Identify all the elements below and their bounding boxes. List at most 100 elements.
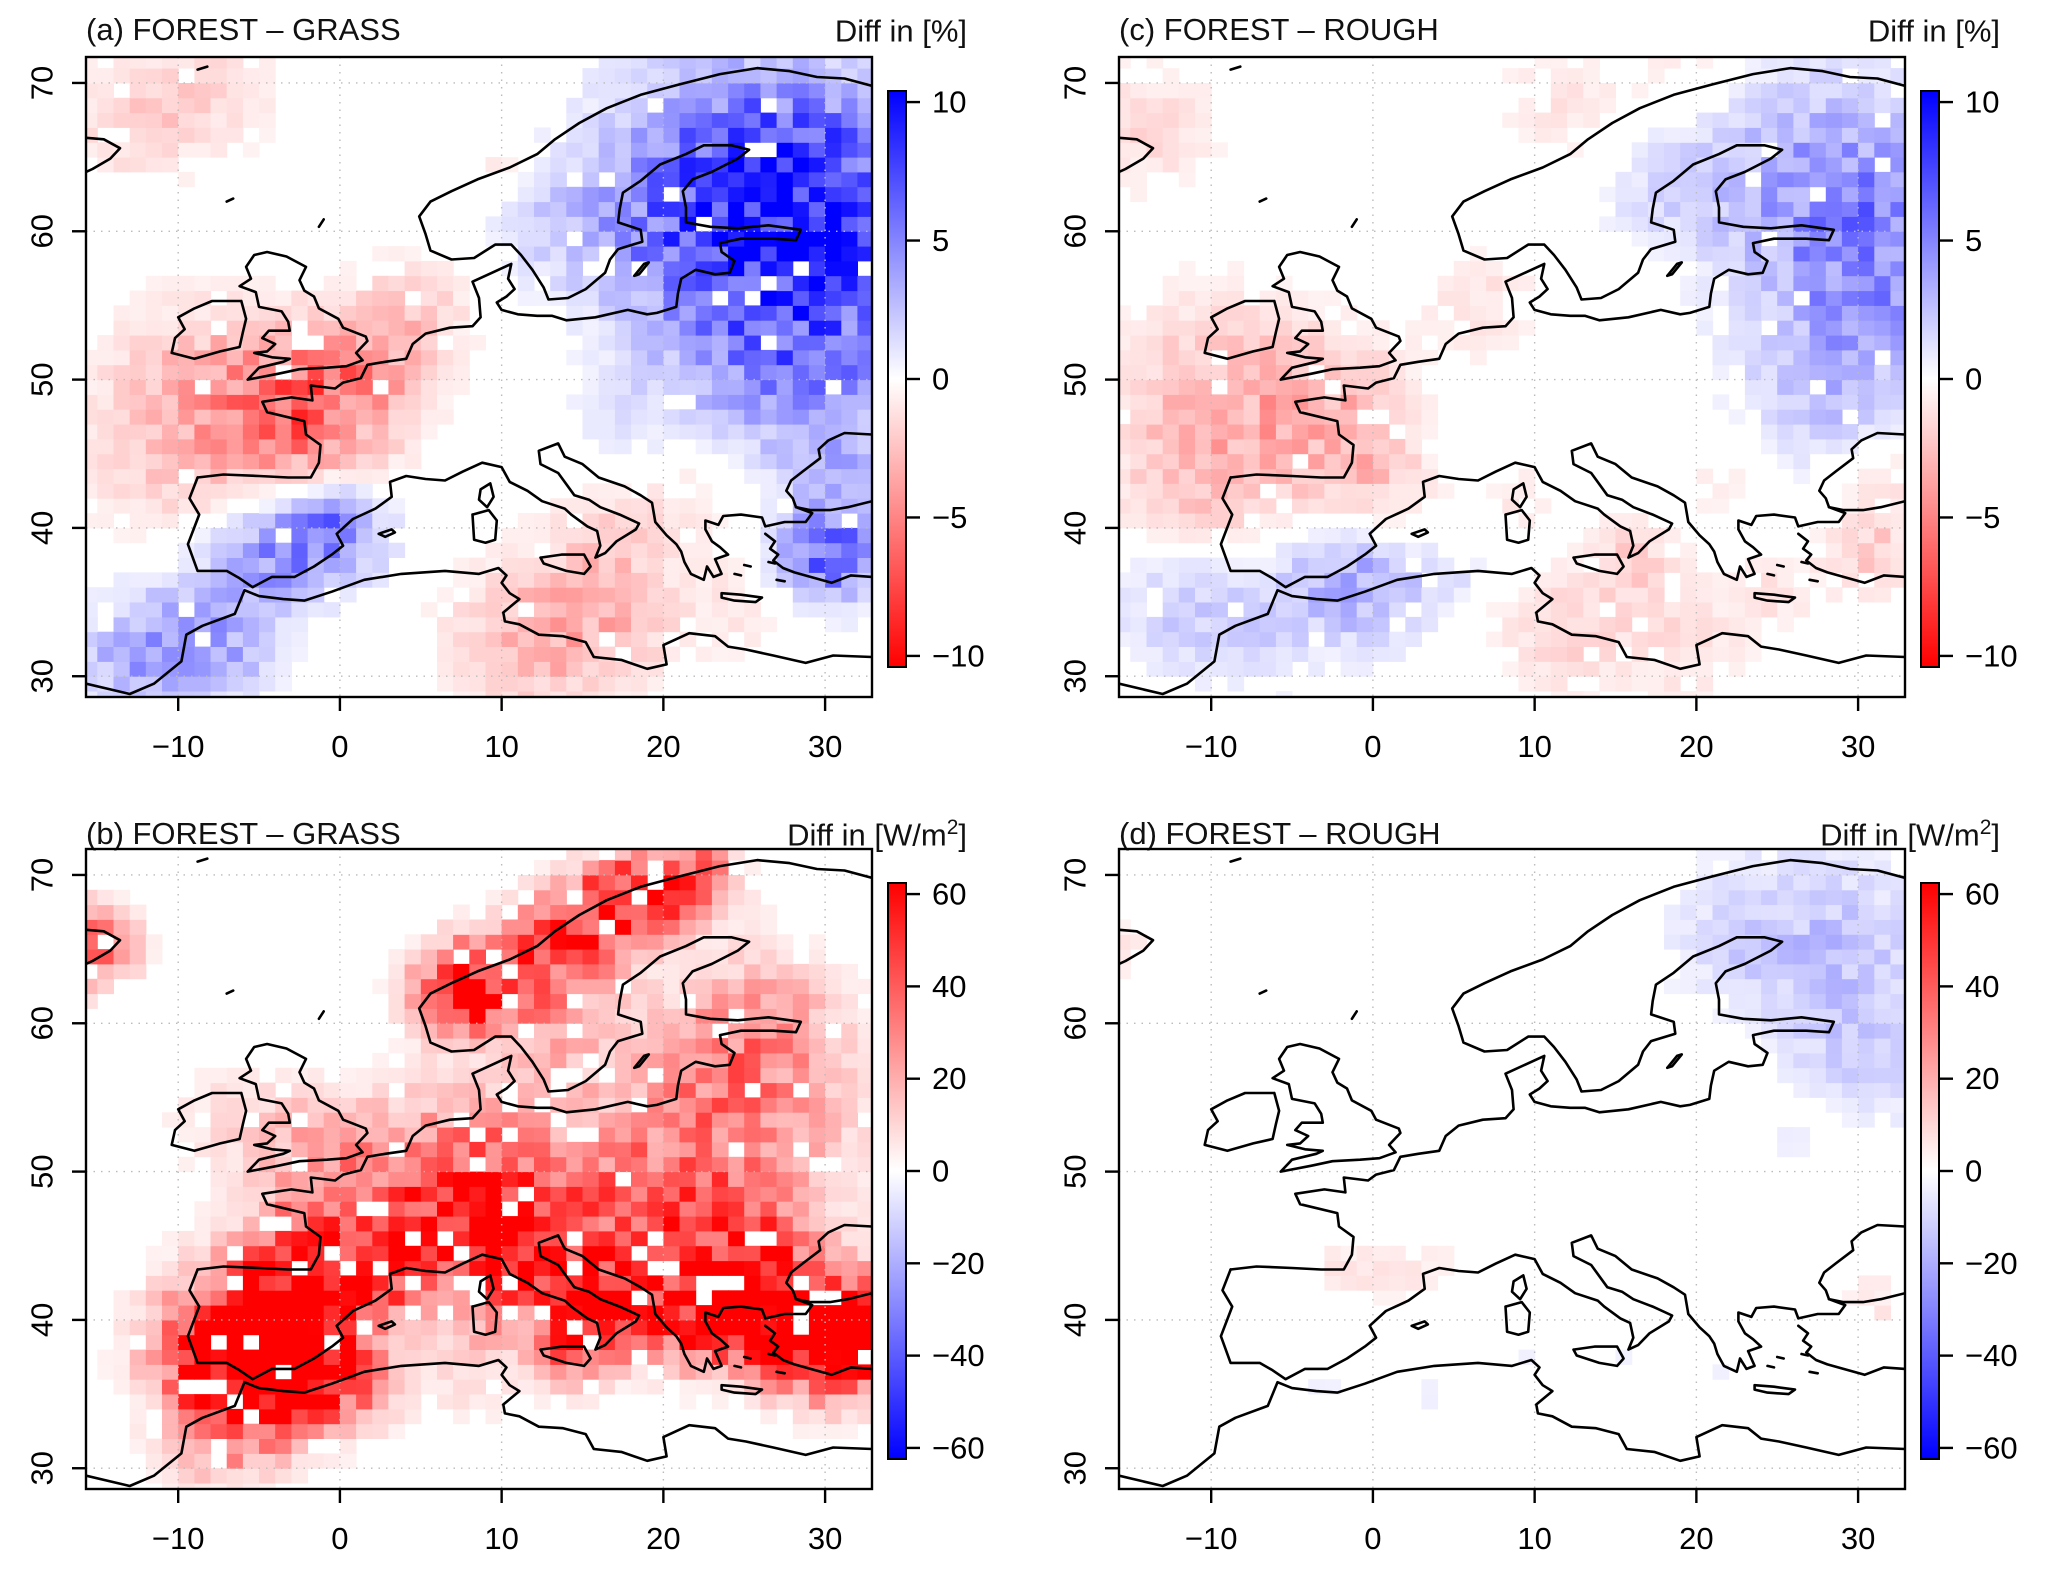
colorbar: 60 40 20 0 −20 −40 −60 bbox=[1920, 877, 2018, 1465]
panel-b: (b) FOREST – GRASS Diff in [W/m2] −10 0 10… bbox=[0, 792, 1033, 1584]
gridlines bbox=[1119, 57, 1905, 697]
panel-b-map: −10 0 10 20 30 30 40 50 60 70 60 40 20 0 −20 −40 −60 bbox=[25, 847, 985, 1556]
colorbar-tick-label: −60 bbox=[932, 1430, 985, 1465]
x-axis: −10 0 10 20 30 bbox=[1185, 1489, 1875, 1556]
x-tick-label: −10 bbox=[1185, 1521, 1238, 1556]
y-tick-label: 50 bbox=[1058, 362, 1093, 396]
y-tick-label: 70 bbox=[25, 858, 60, 892]
x-tick-label: −10 bbox=[152, 1521, 205, 1556]
colorbar-tick-label: −5 bbox=[1965, 500, 2000, 535]
y-tick-label: 30 bbox=[1058, 659, 1093, 693]
x-tick-label: −10 bbox=[152, 729, 205, 764]
heatmap-cells bbox=[1119, 849, 1905, 1410]
coastline bbox=[86, 857, 872, 1488]
panel-d-title: (d) FOREST – ROUGH bbox=[1119, 816, 1441, 851]
colorbar-tick-label: −10 bbox=[932, 638, 985, 673]
coastline bbox=[1119, 857, 1905, 1488]
colorbar-tick-label: −10 bbox=[1965, 638, 2018, 673]
heatmap-cells bbox=[86, 849, 872, 1489]
colorbar-tick-label: −5 bbox=[932, 500, 967, 535]
plot-frame bbox=[1117, 847, 1907, 1491]
panel-b-units-label: Diff in [W/m2] bbox=[787, 816, 967, 853]
x-axis: −10 0 10 20 30 bbox=[152, 697, 842, 764]
panel-b-title: (b) FOREST – GRASS bbox=[86, 816, 401, 851]
units-text: Diff in [W/m bbox=[1820, 817, 1980, 853]
gridlines bbox=[1119, 849, 1905, 1489]
colorbar-tick-label: −40 bbox=[932, 1338, 985, 1373]
units-text: Diff in [%] bbox=[834, 13, 967, 49]
y-tick-label: 50 bbox=[25, 362, 60, 396]
colorbar-tick-label: 0 bbox=[1965, 362, 1982, 397]
x-tick-label: 0 bbox=[1364, 1521, 1381, 1556]
y-tick-label: 30 bbox=[25, 659, 60, 693]
colorbar-tick-label: 20 bbox=[1965, 1061, 1999, 1096]
y-tick-label: 50 bbox=[1058, 1154, 1093, 1188]
colorbar-tick-label: 5 bbox=[1965, 223, 1982, 258]
y-tick-label: 60 bbox=[25, 1006, 60, 1040]
colorbar-tick-label: 10 bbox=[1965, 85, 1999, 120]
x-tick-label: 20 bbox=[646, 729, 680, 764]
y-tick-label: 40 bbox=[1058, 1303, 1093, 1337]
y-tick-label: 60 bbox=[25, 214, 60, 248]
panel-a: (a) FOREST – GRASS Diff in [%] −10 0 10 20 3… bbox=[0, 0, 1033, 792]
colorbar: 10 5 0 −5 −10 bbox=[887, 85, 985, 673]
y-tick-label: 40 bbox=[1058, 511, 1093, 545]
heatmap-cells bbox=[1119, 57, 1905, 697]
y-axis: 30 40 50 60 70 bbox=[25, 66, 86, 693]
colorbar-tick-label: 60 bbox=[1965, 877, 1999, 912]
units-suffix: ] bbox=[1991, 817, 2000, 853]
panel-c-title: (c) FOREST – ROUGH bbox=[1119, 12, 1439, 47]
colorbar-tick-label: 20 bbox=[932, 1061, 966, 1096]
y-tick-label: 40 bbox=[25, 1303, 60, 1337]
units-sup: 2 bbox=[1979, 816, 1992, 839]
panel-d-units-label: Diff in [W/m2] bbox=[1820, 816, 2000, 853]
colorbar-tick-label: 0 bbox=[932, 362, 949, 397]
x-tick-label: 30 bbox=[1841, 729, 1875, 764]
x-tick-label: −10 bbox=[1185, 729, 1238, 764]
y-tick-label: 30 bbox=[25, 1451, 60, 1485]
coastline bbox=[86, 65, 872, 696]
panel-a-units-label: Diff in [%] bbox=[835, 12, 967, 49]
x-tick-label: 20 bbox=[1679, 1521, 1713, 1556]
colorbar-tick-label: 5 bbox=[932, 223, 949, 258]
x-axis: −10 0 10 20 30 bbox=[1185, 697, 1875, 764]
x-tick-label: 0 bbox=[1364, 729, 1381, 764]
y-axis: 30 40 50 60 70 bbox=[25, 858, 86, 1485]
panel-d-map: −10 0 10 20 30 30 40 50 60 70 60 40 20 0 −20 −40 −60 bbox=[1058, 847, 2018, 1556]
colorbar-tick-label: 60 bbox=[932, 877, 966, 912]
colorbar-tick-label: −20 bbox=[932, 1246, 985, 1281]
y-axis: 30 40 50 60 70 bbox=[1058, 66, 1119, 693]
units-text: Diff in [%] bbox=[1867, 13, 2000, 49]
colorbar-tick-label: 40 bbox=[932, 969, 966, 1004]
colorbar: 60 40 20 0 −20 −40 −60 bbox=[887, 877, 985, 1465]
colorbar: 10 5 0 −5 −10 bbox=[1920, 85, 2018, 673]
x-tick-label: 10 bbox=[1517, 1521, 1551, 1556]
y-tick-label: 70 bbox=[25, 66, 60, 100]
x-tick-label: 30 bbox=[808, 1521, 842, 1556]
plot-frame bbox=[84, 55, 874, 699]
x-tick-label: 10 bbox=[484, 729, 518, 764]
x-tick-label: 0 bbox=[331, 1521, 348, 1556]
heatmap-cells bbox=[86, 57, 872, 697]
panel-c-units-label: Diff in [%] bbox=[1868, 12, 2000, 49]
gridlines bbox=[86, 849, 872, 1489]
plot-frame bbox=[1117, 55, 1907, 699]
x-tick-label: 0 bbox=[331, 729, 348, 764]
x-tick-label: 20 bbox=[646, 1521, 680, 1556]
y-tick-label: 50 bbox=[25, 1154, 60, 1188]
y-axis: 30 40 50 60 70 bbox=[1058, 858, 1119, 1485]
y-tick-label: 60 bbox=[1058, 214, 1093, 248]
colorbar-tick-label: 0 bbox=[932, 1154, 949, 1189]
y-tick-label: 30 bbox=[1058, 1451, 1093, 1485]
x-tick-label: 30 bbox=[808, 729, 842, 764]
colorbar-tick-label: 10 bbox=[932, 85, 966, 120]
x-tick-label: 20 bbox=[1679, 729, 1713, 764]
colorbar-tick-label: −60 bbox=[1965, 1430, 2018, 1465]
colorbar-tick-label: −40 bbox=[1965, 1338, 2018, 1373]
units-sup: 2 bbox=[946, 816, 959, 839]
coastline bbox=[1119, 65, 1905, 696]
units-suffix: ] bbox=[958, 817, 967, 853]
units-text: Diff in [W/m bbox=[787, 817, 947, 853]
